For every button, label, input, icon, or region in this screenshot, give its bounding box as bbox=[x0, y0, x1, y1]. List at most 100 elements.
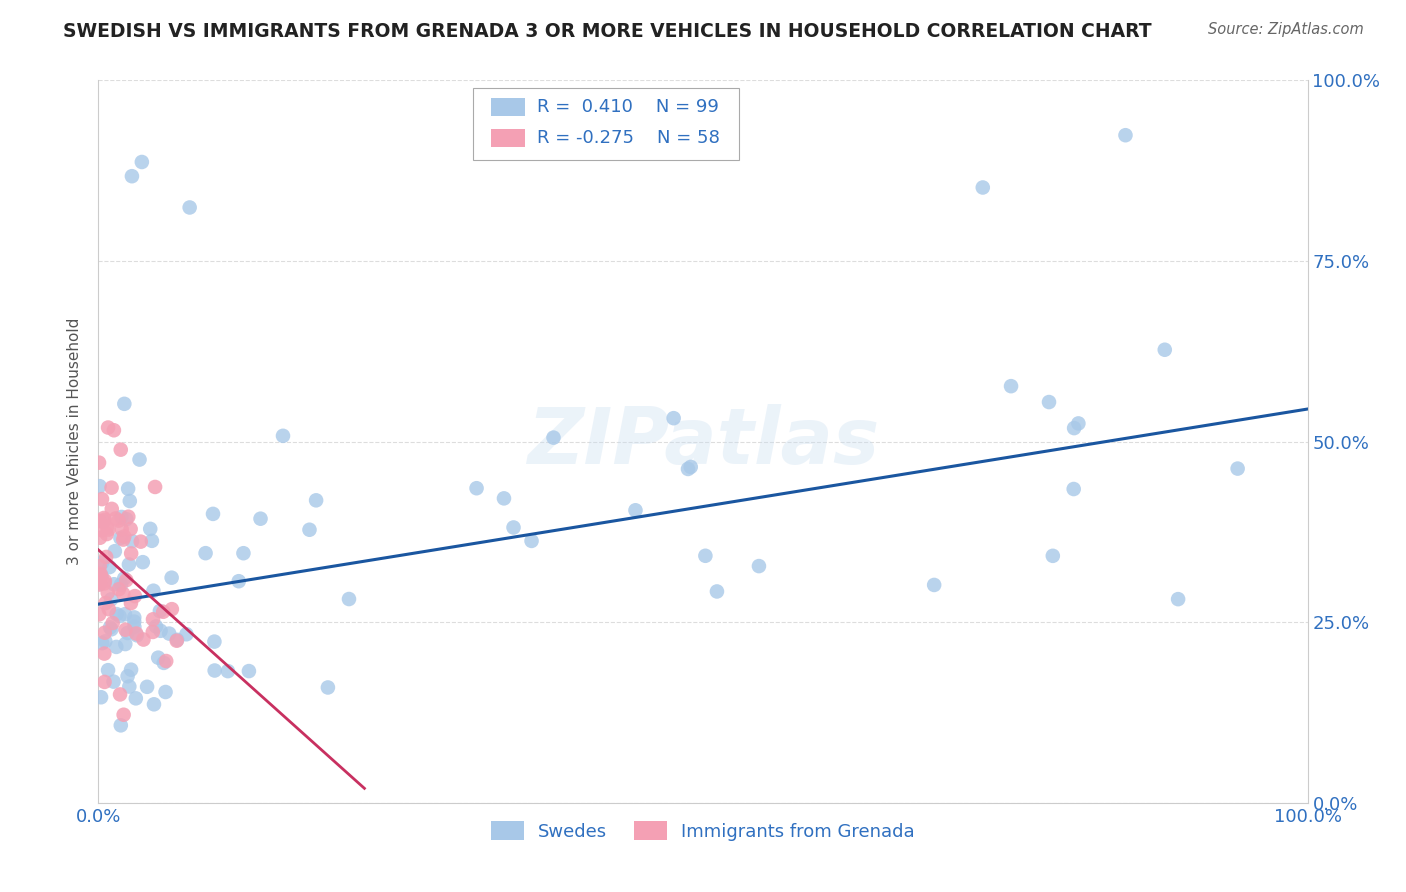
Point bbox=[120, 522, 142, 536]
Point bbox=[271, 429, 294, 443]
Point bbox=[100, 622, 122, 636]
Point bbox=[94, 634, 117, 648]
Point bbox=[97, 586, 120, 600]
Point bbox=[112, 533, 135, 547]
Point bbox=[155, 685, 177, 699]
Point bbox=[676, 462, 699, 476]
Point bbox=[155, 654, 177, 668]
Point bbox=[97, 602, 120, 616]
Point bbox=[118, 558, 141, 572]
Point bbox=[91, 492, 114, 507]
Point bbox=[114, 623, 136, 637]
Point bbox=[124, 620, 146, 634]
Point bbox=[129, 534, 152, 549]
FancyBboxPatch shape bbox=[492, 129, 526, 147]
Point bbox=[305, 493, 328, 508]
Point bbox=[104, 511, 127, 525]
Point bbox=[90, 690, 112, 705]
Point bbox=[695, 549, 717, 563]
Point bbox=[1063, 482, 1085, 496]
Point bbox=[204, 664, 226, 678]
Text: R = -0.275    N = 58: R = -0.275 N = 58 bbox=[537, 129, 720, 147]
Point bbox=[228, 574, 250, 589]
Point bbox=[100, 501, 122, 516]
Point bbox=[89, 575, 111, 590]
Point bbox=[110, 577, 132, 591]
Point bbox=[114, 607, 136, 622]
FancyBboxPatch shape bbox=[492, 98, 526, 116]
Point bbox=[125, 628, 148, 642]
Point bbox=[132, 555, 155, 569]
Point bbox=[110, 442, 132, 457]
Point bbox=[112, 572, 135, 586]
Point bbox=[89, 569, 111, 583]
Legend: Swedes, Immigrants from Grenada: Swedes, Immigrants from Grenada bbox=[484, 814, 922, 848]
Point bbox=[492, 491, 515, 506]
Point bbox=[89, 559, 111, 574]
Point bbox=[90, 569, 112, 583]
Point bbox=[91, 636, 114, 650]
Point bbox=[238, 664, 260, 678]
Point bbox=[1063, 421, 1085, 435]
Point bbox=[98, 620, 121, 634]
Point bbox=[104, 544, 127, 558]
Point bbox=[166, 632, 188, 647]
Point bbox=[142, 583, 165, 598]
Point bbox=[89, 577, 111, 591]
Point bbox=[120, 663, 142, 677]
Point bbox=[465, 481, 488, 495]
Point bbox=[128, 452, 150, 467]
Point bbox=[176, 627, 198, 641]
Point bbox=[972, 180, 994, 194]
Point bbox=[125, 626, 148, 640]
Point bbox=[91, 556, 114, 570]
Text: ZIPatlas: ZIPatlas bbox=[527, 403, 879, 480]
Point bbox=[337, 592, 360, 607]
Point bbox=[122, 610, 145, 624]
Point bbox=[117, 482, 139, 496]
Point bbox=[107, 514, 129, 528]
Point bbox=[122, 615, 145, 629]
Point bbox=[706, 584, 728, 599]
Point bbox=[149, 604, 172, 618]
Point bbox=[118, 494, 141, 508]
Point bbox=[97, 663, 120, 677]
Point bbox=[1153, 343, 1175, 357]
Point bbox=[204, 634, 226, 648]
Point bbox=[141, 533, 163, 548]
Point bbox=[121, 169, 143, 184]
Point bbox=[160, 602, 183, 616]
Point bbox=[105, 640, 128, 654]
Point bbox=[117, 669, 139, 683]
Point bbox=[118, 680, 141, 694]
Point bbox=[90, 566, 112, 581]
Point bbox=[96, 520, 118, 534]
Point bbox=[1042, 549, 1064, 563]
Point bbox=[117, 626, 139, 640]
Point bbox=[112, 587, 135, 601]
Point bbox=[139, 522, 162, 536]
Point bbox=[298, 523, 321, 537]
Text: SWEDISH VS IMMIGRANTS FROM GRENADA 3 OR MORE VEHICLES IN HOUSEHOLD CORRELATION C: SWEDISH VS IMMIGRANTS FROM GRENADA 3 OR … bbox=[63, 22, 1152, 41]
Point bbox=[98, 560, 121, 574]
Point bbox=[1038, 395, 1060, 409]
Point bbox=[108, 582, 131, 597]
Point bbox=[249, 511, 271, 525]
Point bbox=[121, 534, 143, 549]
Point bbox=[748, 559, 770, 574]
Point bbox=[543, 431, 565, 445]
Point bbox=[1114, 128, 1136, 143]
Point bbox=[152, 656, 174, 670]
Point bbox=[1167, 592, 1189, 607]
Point bbox=[91, 515, 114, 529]
Point bbox=[316, 681, 339, 695]
Point bbox=[87, 572, 110, 586]
Point bbox=[142, 612, 165, 626]
Point bbox=[149, 624, 172, 638]
Point bbox=[110, 531, 132, 545]
Point bbox=[143, 480, 166, 494]
Point bbox=[108, 688, 131, 702]
Point bbox=[94, 596, 117, 610]
Point bbox=[94, 574, 117, 588]
Point bbox=[110, 718, 132, 732]
